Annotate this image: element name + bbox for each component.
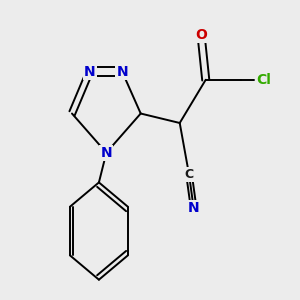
Text: N: N [100, 146, 112, 160]
Text: N: N [84, 64, 95, 79]
Text: N: N [188, 201, 200, 215]
Text: N: N [116, 64, 128, 79]
Text: C: C [184, 168, 194, 181]
Text: O: O [195, 28, 207, 42]
Text: Cl: Cl [256, 73, 271, 87]
